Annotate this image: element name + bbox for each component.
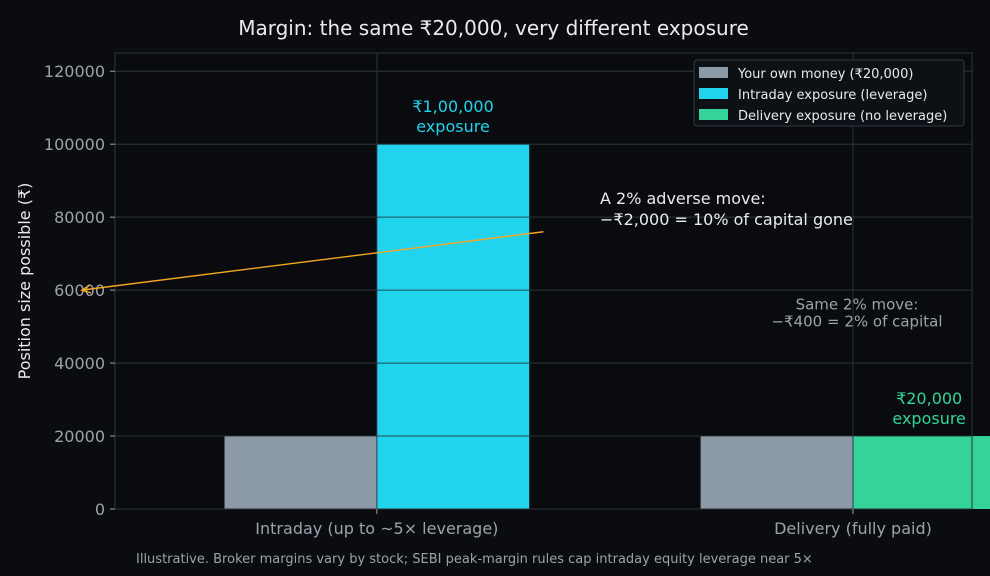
annotation-intraday-line1: A 2% adverse move: [600,189,766,208]
bar-label-unit-1: exposure [892,409,966,428]
y-tick-label-2: 40000 [54,354,105,373]
legend-swatch-2 [699,109,728,120]
bar-own_money-0 [224,436,377,509]
annotation-arrow [82,231,544,290]
bar-label-value-1: ₹20,000 [896,389,962,408]
y-axis-label: Position size possible (₹) [15,183,34,380]
legend-label-2: Delivery exposure (no leverage) [738,109,947,124]
bar-delivery-1 [852,436,990,509]
legend-box [693,59,965,127]
legend-label-0: Your own money (₹20,000) [737,67,913,82]
annotation-delivery-line2: −₹400 = 2% of capital [771,313,942,331]
axes-frame [114,52,973,510]
y-tick-label-6: 120000 [44,62,105,81]
x-tick-label-0: Intraday (up to ~5× leverage) [255,519,498,538]
legend-swatch-0 [699,67,728,78]
bar-intraday-0 [376,144,530,509]
y-tick-label-4: 80000 [54,208,105,227]
y-tick-label-1: 20000 [54,427,105,446]
y-tick-label-0: 0 [95,500,105,519]
plot-area [115,53,972,509]
x-tick-label-1: Delivery (fully paid) [774,519,932,538]
y-tick-label-3: 60000 [54,281,105,300]
annotation-delivery-line1: Same 2% move: [796,296,919,314]
bar-label-value-0: ₹1,00,000 [412,97,493,116]
chart-title: Margin: the same ₹20,000, very different… [238,16,749,40]
bar-own_money-1 [700,436,853,509]
legend-swatch-1 [699,88,728,99]
bar-label-unit-0: exposure [416,117,490,136]
legend-label-1: Intraday exposure (leverage) [738,88,927,103]
annotation-intraday-line2: −₹2,000 = 10% of capital gone [600,210,853,229]
y-tick-label-5: 100000 [44,135,105,154]
chart-footnote: Illustrative. Broker margins vary by sto… [136,552,813,567]
